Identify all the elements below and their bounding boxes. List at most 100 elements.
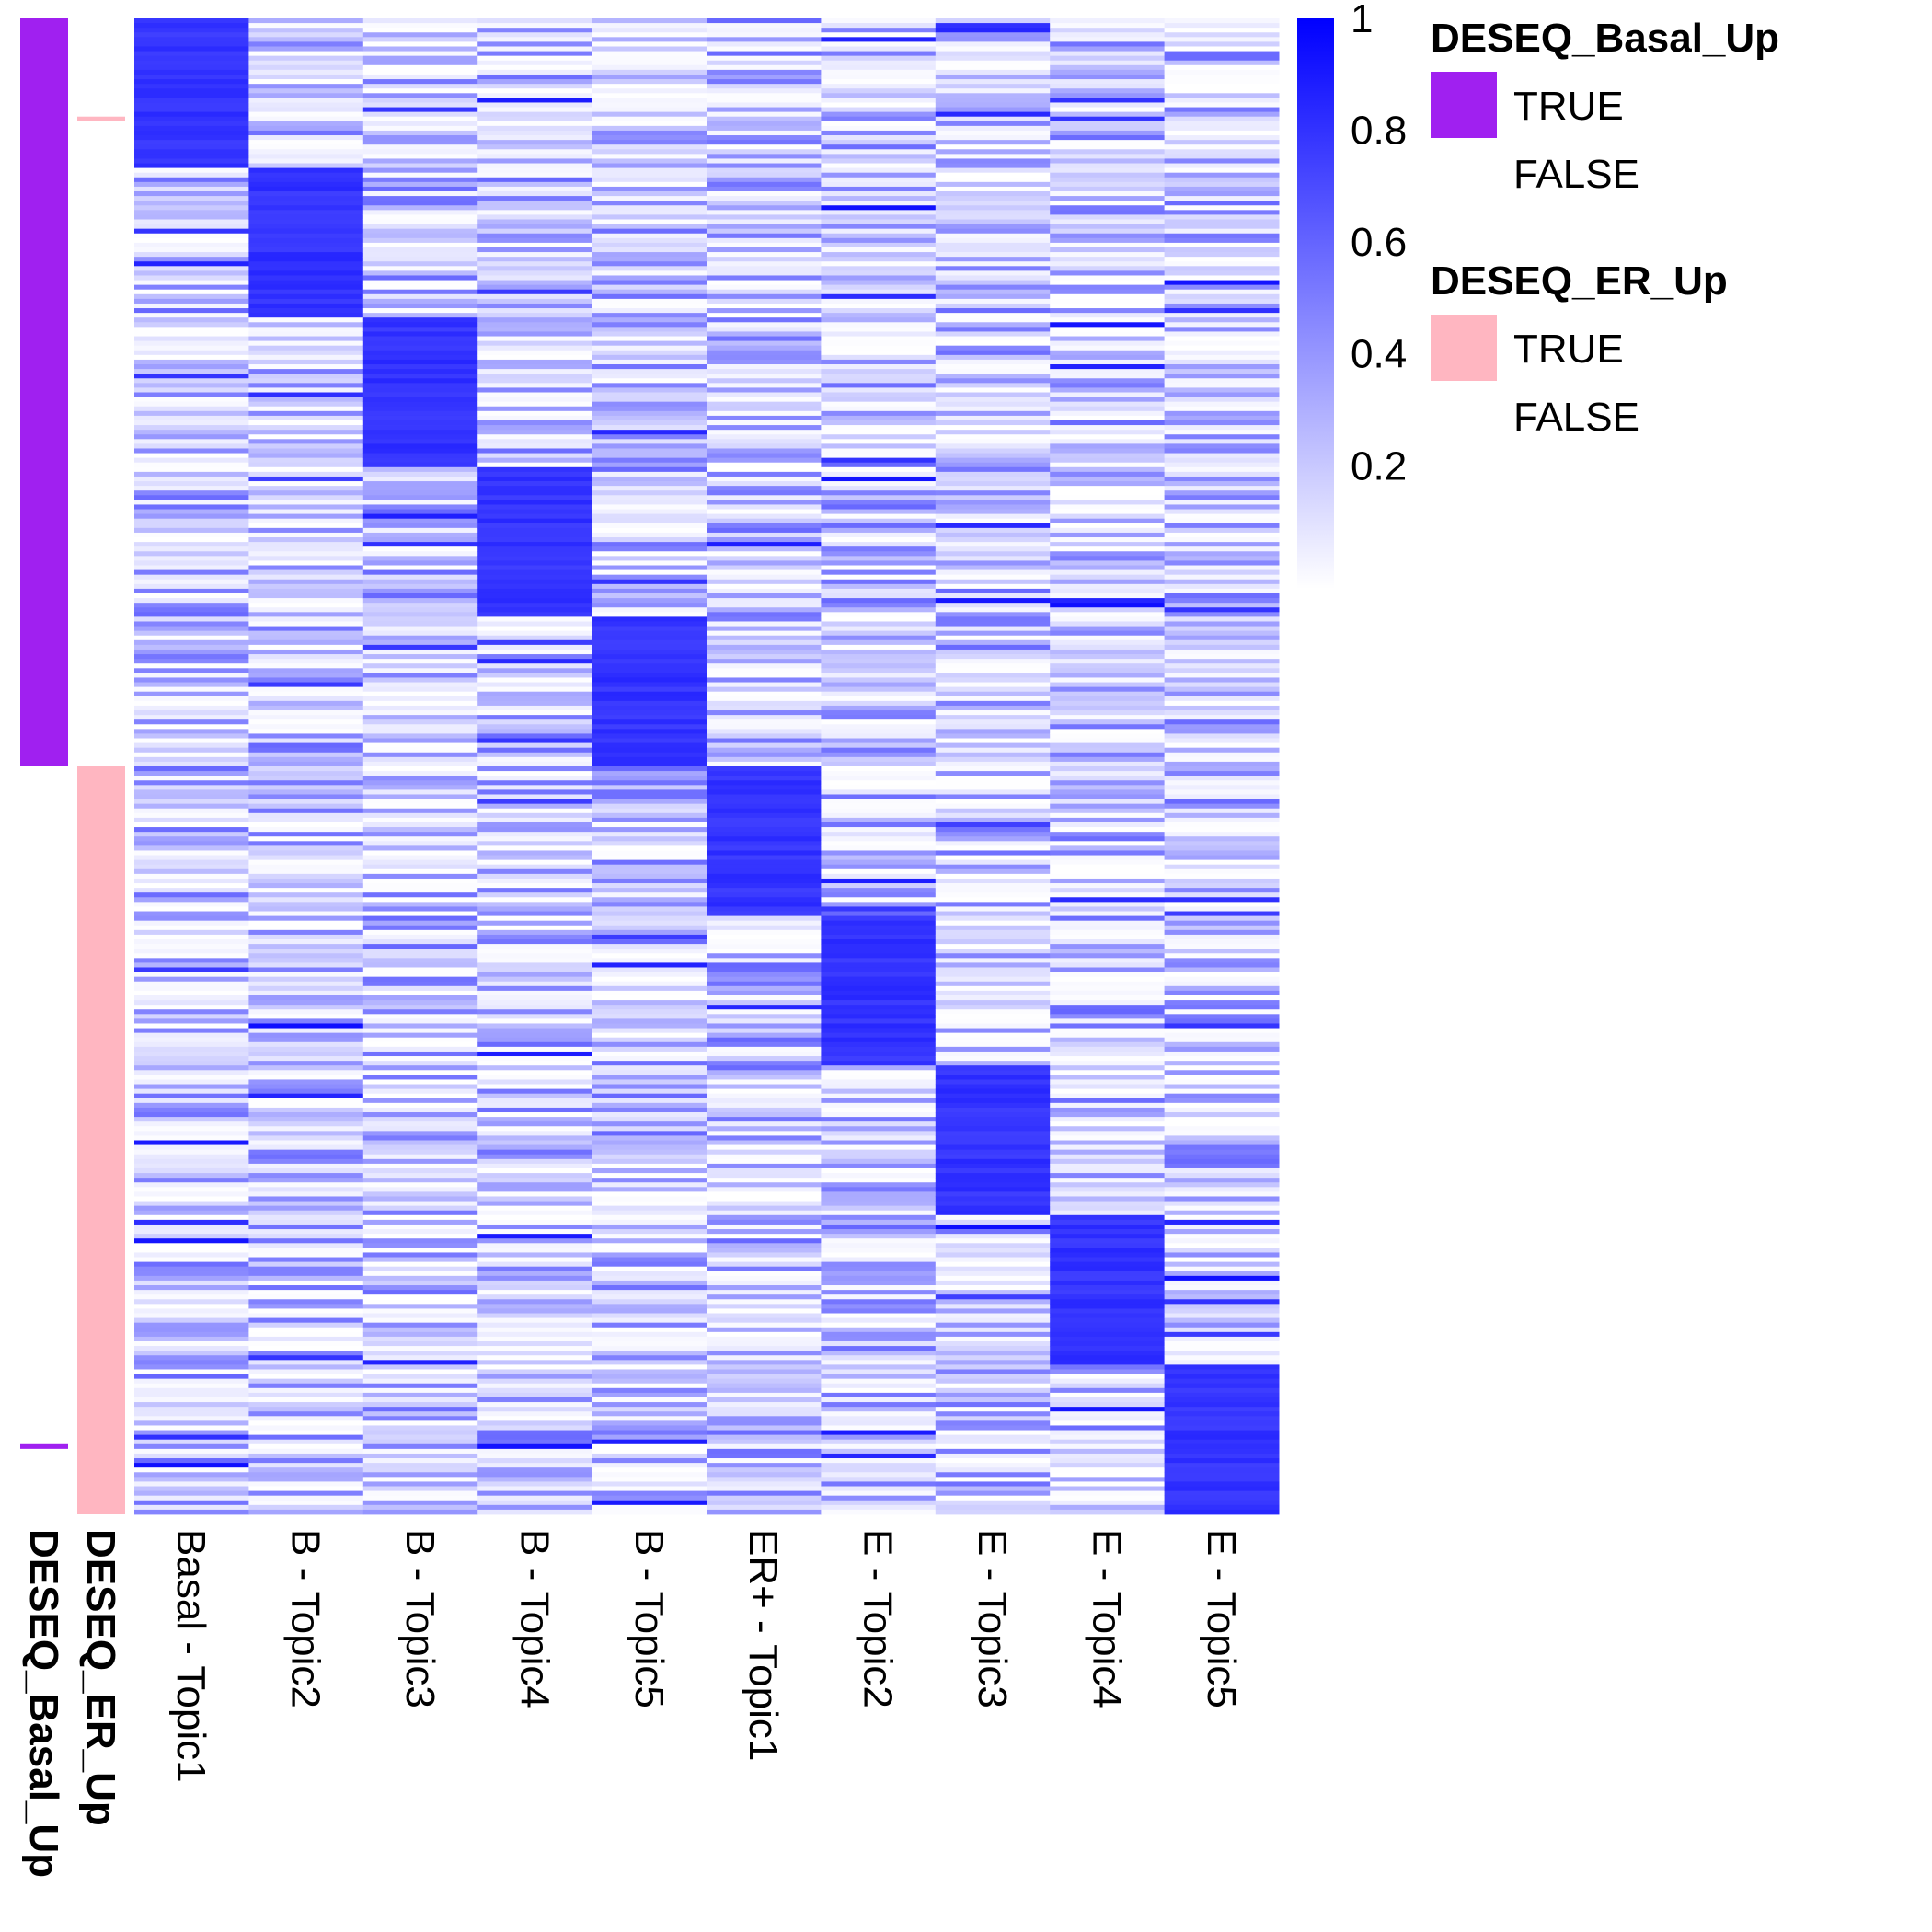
heatmap-cell (821, 495, 937, 500)
heatmap-cell (362, 378, 478, 384)
heatmap-cell (362, 1234, 478, 1239)
heatmap-cell (821, 144, 937, 150)
heatmap-cell (1164, 1392, 1280, 1398)
heatmap-cell (1050, 1322, 1166, 1328)
heatmap-cell (821, 1154, 937, 1160)
heatmap-cell (1050, 228, 1166, 235)
heatmap-cell (821, 715, 937, 720)
heatmap-cell (362, 902, 478, 907)
heatmap-cell (1050, 1088, 1166, 1095)
heatmap-cell (362, 149, 478, 155)
heatmap-cell (1050, 1158, 1166, 1165)
heatmap-cell (248, 93, 364, 98)
heatmap-cell (1050, 1266, 1166, 1272)
heatmap-cell (134, 1308, 249, 1314)
heatmap-cell (1050, 738, 1166, 743)
heatmap-cell (1164, 46, 1280, 52)
heatmap-cell (707, 1420, 822, 1426)
heatmap-cell (592, 1443, 707, 1450)
heatmap-cell (477, 74, 593, 80)
heatmap-cell (1164, 1154, 1280, 1160)
heatmap-cell (477, 1322, 593, 1328)
heatmap-cell (362, 1126, 478, 1132)
heatmap-cell (707, 191, 822, 197)
heatmap-cell (362, 639, 478, 646)
heatmap-cell (707, 1285, 822, 1291)
heatmap-cell (477, 60, 593, 66)
heatmap-cell (477, 1056, 593, 1062)
heatmap-cell (1164, 592, 1280, 599)
heatmap-cell (821, 981, 937, 987)
heatmap-cell (248, 705, 364, 711)
heatmap-cell (592, 500, 707, 505)
heatmap-cell (592, 111, 707, 118)
heatmap-cell (935, 1378, 1051, 1385)
heatmap-cell (134, 509, 249, 515)
heatmap-cell (935, 1402, 1051, 1408)
heatmap-cell (592, 130, 707, 136)
heatmap-cell (1164, 785, 1280, 790)
heatmap-cell (1164, 186, 1280, 192)
heatmap-cell (592, 598, 707, 604)
heatmap-cell (362, 742, 478, 749)
heatmap-cell (592, 1210, 707, 1216)
heatmap-cell (935, 1163, 1051, 1169)
heatmap-cell (592, 116, 707, 122)
heatmap-cell (248, 158, 364, 164)
heatmap-cell (248, 1504, 364, 1511)
heatmap-cell (707, 1041, 822, 1048)
heatmap-cell (1050, 186, 1166, 192)
heatmap-cell (248, 280, 364, 286)
heatmap-cell (362, 705, 478, 711)
heatmap-cell (1050, 500, 1166, 505)
heatmap-cell (1164, 976, 1280, 983)
heatmap-cell (821, 490, 937, 496)
heatmap-cell (707, 163, 822, 168)
heatmap-cell (134, 1041, 249, 1048)
heatmap-cell (1050, 406, 1166, 412)
heatmap-cell (477, 32, 593, 38)
heatmap-cell (821, 1351, 937, 1356)
heatmap-cell (1050, 696, 1166, 702)
heatmap-cell (362, 41, 478, 47)
heatmap-cell (134, 719, 249, 725)
heatmap-cell (821, 990, 937, 996)
heatmap-cell (1050, 953, 1166, 959)
heatmap-cell (134, 79, 249, 85)
heatmap-cell (1050, 1290, 1166, 1295)
heatmap-cell (821, 812, 937, 819)
heatmap-cell (134, 700, 249, 707)
heatmap-cell (362, 406, 478, 412)
heatmap-cell (821, 284, 937, 291)
heatmap-cell (707, 401, 822, 408)
heatmap-cell (1050, 560, 1166, 566)
heatmap-cell (821, 649, 937, 655)
heatmap-cell (477, 313, 593, 318)
heatmap-cell (134, 397, 249, 403)
heatmap-cell (134, 1290, 249, 1295)
heatmap-cell (1164, 1219, 1280, 1225)
heatmap-cell (477, 949, 593, 954)
heatmap-cell (477, 1467, 593, 1473)
heatmap-cell (248, 1201, 364, 1207)
heatmap-cell (1164, 205, 1280, 211)
heatmap-cell (592, 331, 707, 337)
heatmap-cell (935, 64, 1051, 71)
heatmap-cell (821, 1028, 937, 1034)
heatmap-cell (1050, 121, 1166, 127)
heatmap-cell (362, 186, 478, 192)
heatmap-cell (707, 1486, 822, 1491)
heatmap-cell (821, 532, 937, 538)
heatmap-cell (248, 201, 364, 206)
heatmap-cell (362, 336, 478, 342)
heatmap-cell (1164, 1158, 1280, 1165)
heatmap-cell (1050, 1201, 1166, 1207)
heatmap-cell (592, 284, 707, 291)
heatmap-cell (477, 158, 593, 164)
heatmap-cell (1164, 1331, 1280, 1338)
heatmap-cell (592, 747, 707, 753)
heatmap-cell (592, 1112, 707, 1118)
heatmap-cell (477, 481, 593, 487)
heatmap-cell (477, 724, 593, 730)
heatmap-cell (592, 832, 707, 837)
